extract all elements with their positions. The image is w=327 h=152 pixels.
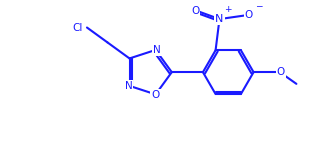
Text: N: N (215, 14, 224, 24)
Text: N: N (125, 81, 132, 91)
Text: O: O (277, 67, 285, 77)
Text: O: O (151, 90, 160, 100)
Text: O: O (191, 6, 199, 16)
Text: N: N (153, 45, 161, 55)
Text: O: O (245, 10, 253, 20)
Text: +: + (224, 5, 232, 14)
Text: −: − (255, 1, 263, 10)
Text: Cl: Cl (73, 22, 83, 33)
